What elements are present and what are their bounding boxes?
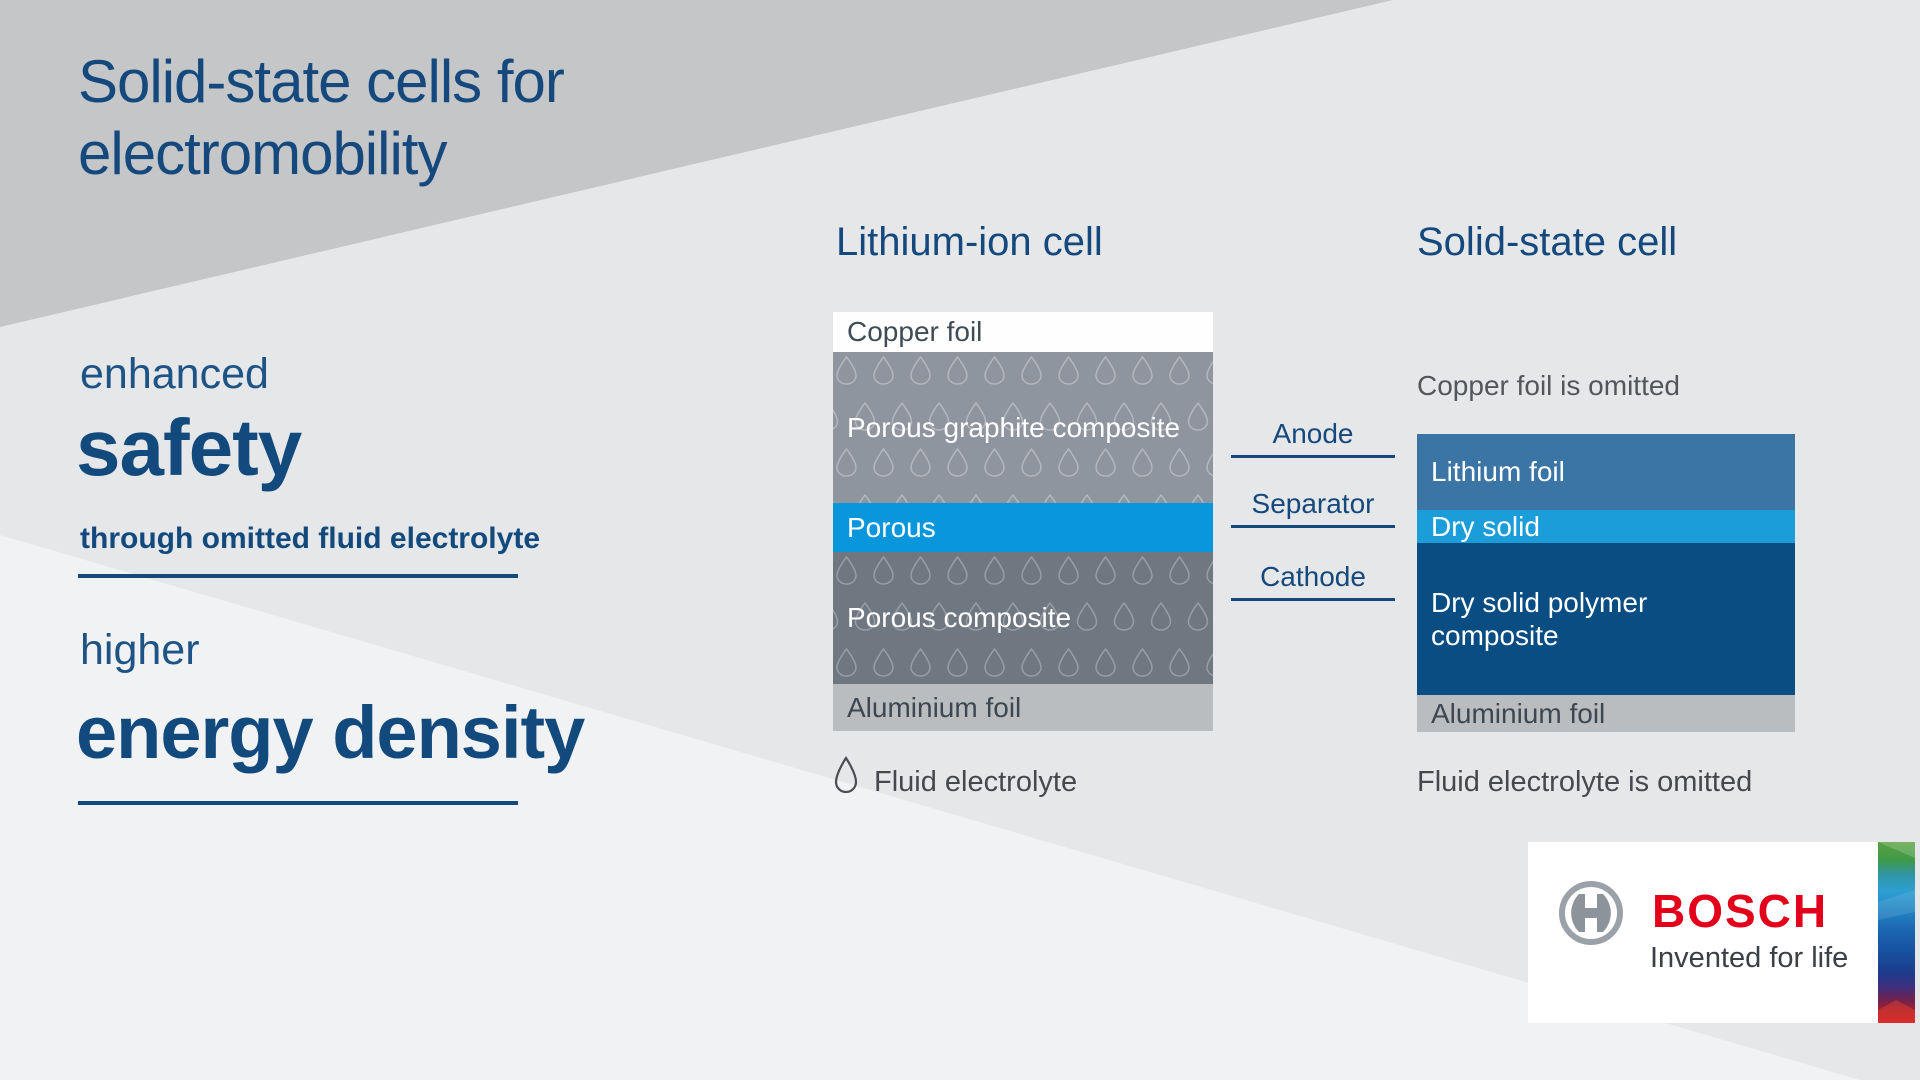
electrode-underline [1231, 598, 1395, 601]
layer-porous-separator: Porous [833, 503, 1213, 552]
layer-label: Dry solid polymer composite [1431, 587, 1648, 651]
layer-label: Porous graphite composite [847, 411, 1181, 443]
lithium-ion-cell-title: Lithium-ion cell [836, 220, 1103, 264]
layer-dry-solid: Dry solid [1417, 510, 1795, 543]
divider-rule [78, 801, 518, 805]
layer-aluminium-foil: Aluminium foil [833, 684, 1213, 731]
fluid-electrolyte-omitted-note: Fluid electrolyte is omitted [1417, 766, 1753, 798]
layer-label: Porous [847, 511, 936, 543]
copper-foil-omitted-note: Copper foil is omitted [1417, 370, 1681, 401]
fluid-electrolyte-legend: Fluid electrolyte [874, 766, 1078, 798]
layer-label: Copper foil [847, 316, 983, 347]
benefit-safety-headline: safety [76, 403, 302, 492]
solid-state-cell-title: Solid-state cell [1417, 220, 1678, 264]
page-title-line1: Solid-state cells for [78, 48, 565, 115]
layer-label: Dry solid [1431, 510, 1540, 542]
layer-label: Aluminium foil [1431, 697, 1606, 729]
layer-lithium-foil: Lithium foil [1417, 434, 1795, 510]
electrode-underline [1231, 525, 1395, 528]
page-title: Solid-state cells for electromobility [78, 46, 565, 190]
page-title-line2: electromobility [78, 120, 447, 187]
bosch-wordmark: BOSCH [1652, 885, 1829, 937]
electrode-label-separator: Separator [1251, 488, 1375, 519]
electrode-label-cathode: Cathode [1260, 561, 1366, 592]
layer-aluminium-foil: Aluminium foil [1417, 695, 1795, 732]
solid-state-cell-diagram: Lithium foil Dry solid Dry solid polymer… [1417, 434, 1795, 732]
droplet-pattern [833, 352, 1213, 503]
droplet-icon [834, 756, 858, 794]
bosch-tagline: Invented for life [1650, 942, 1849, 974]
bosch-anchor-icon [1559, 881, 1623, 945]
bosch-supergraphic-stripe [1878, 842, 1915, 1023]
layer-label: Lithium foil [1431, 456, 1565, 487]
layer-porous-composite: Porous composite [833, 552, 1213, 684]
lithium-ion-cell-diagram: Copper foil Porous graphite composite [833, 312, 1213, 731]
electrode-underline [1231, 455, 1395, 458]
benefit-energy-lead: higher [80, 626, 200, 674]
layer-label: Aluminium foil [847, 691, 1022, 723]
droplet-pattern [833, 552, 1213, 684]
layer-dry-solid-polymer-composite: Dry solid polymer composite [1417, 543, 1795, 695]
benefit-safety-detail: through omitted fluid electrolyte [80, 522, 541, 555]
layer-label: Porous composite [847, 602, 1072, 633]
benefit-safety-lead: enhanced [80, 350, 269, 398]
layer-copper-foil: Copper foil [833, 312, 1213, 352]
benefit-energy-headline: energy density [76, 691, 585, 774]
layer-porous-graphite-composite: Porous graphite composite [833, 352, 1213, 503]
divider-rule [78, 574, 518, 578]
electrode-label-anode: Anode [1272, 418, 1354, 449]
bosch-logo-card [1528, 842, 1878, 1023]
